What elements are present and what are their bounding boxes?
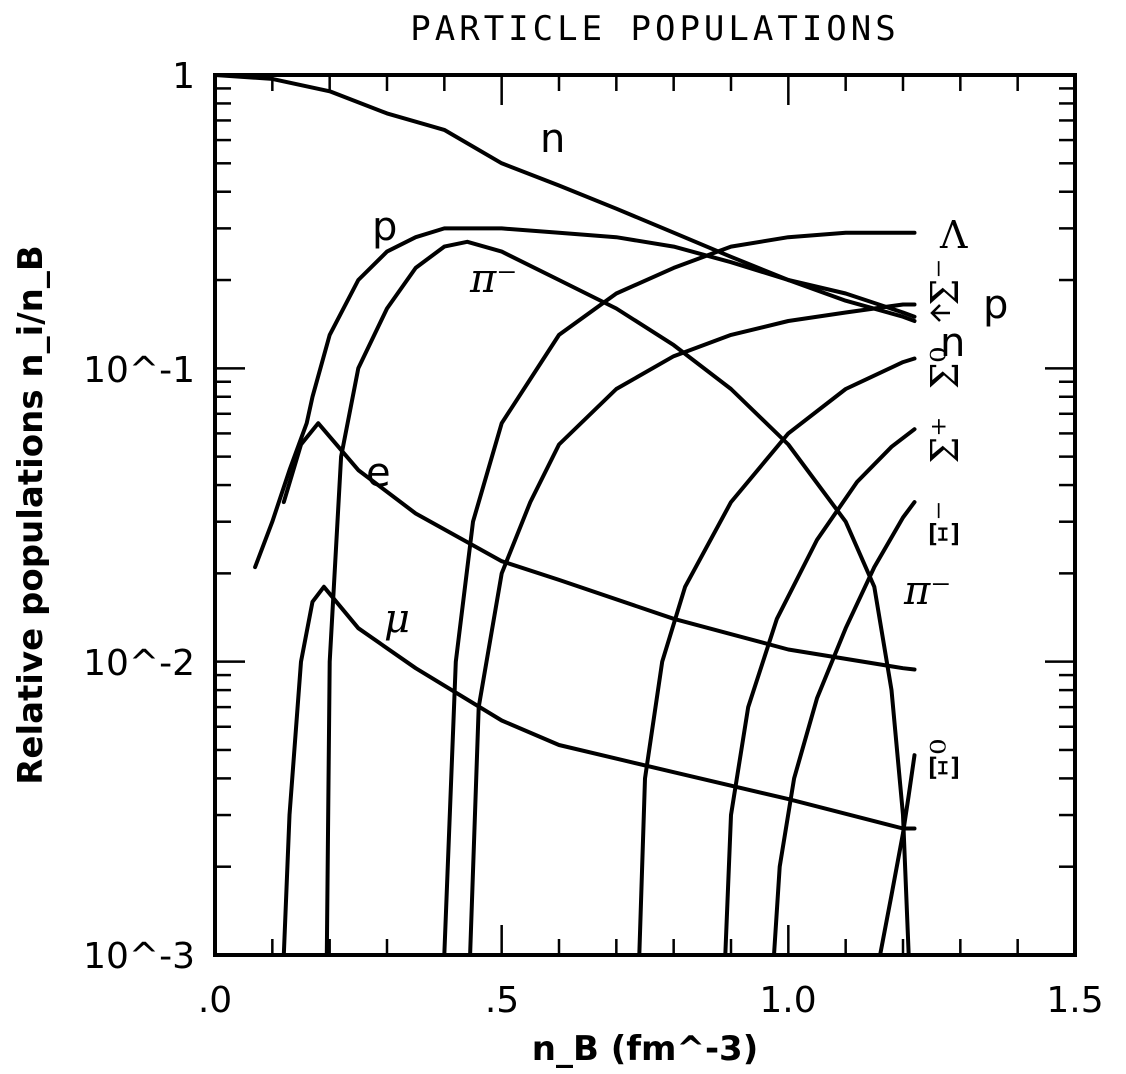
label-e: e xyxy=(366,450,391,496)
label-n-right: n xyxy=(940,320,965,366)
curve-n xyxy=(213,73,917,323)
label-sigma-zero: Σ⁰ xyxy=(923,347,967,389)
y-tick-label: 10^-1 xyxy=(83,350,195,391)
x-tick-label: 1.5 xyxy=(1046,980,1103,1021)
chart-title: PARTICLE POPULATIONS xyxy=(410,9,899,49)
label-lambda: Λ xyxy=(939,213,968,257)
label-pi-minus-top: π⁻ xyxy=(469,256,517,302)
curve-sigma- xyxy=(723,427,917,957)
label-p-left: p xyxy=(372,204,397,250)
y-tick-label: 1 xyxy=(172,56,195,97)
series-curves xyxy=(213,73,917,957)
label-mu: μ xyxy=(384,596,410,642)
label-pi-minus-right: π⁻ xyxy=(903,568,951,614)
curve-mu xyxy=(281,584,917,957)
label-sigma-plus: Σ⁺ xyxy=(923,417,967,464)
x-tick-labels: .0 .5 1.0 1.5 xyxy=(198,980,1104,1021)
curve-e xyxy=(281,421,917,672)
curve-sigma0 xyxy=(637,356,917,957)
curve-pi- xyxy=(324,239,911,957)
curve-xi- xyxy=(772,500,917,957)
plot-frame xyxy=(213,73,1077,957)
arrow-icon xyxy=(930,304,950,322)
label-xi-minus: Ξ⁻ xyxy=(923,501,967,548)
x-tick-label: .5 xyxy=(485,980,519,1021)
label-n-top: n xyxy=(540,116,565,162)
axis-ticks xyxy=(213,75,1077,957)
y-tick-labels: 10^-3 10^-2 10^-1 1 xyxy=(83,56,195,977)
label-p-right: p xyxy=(983,282,1008,328)
curve-xi0 xyxy=(878,753,917,957)
y-tick-label: 10^-3 xyxy=(83,936,195,977)
x-tick-label: 1.0 xyxy=(759,980,816,1021)
x-tick-label: .0 xyxy=(198,980,232,1021)
y-axis-label: Relative populations n_i/n_B xyxy=(11,245,51,785)
curve-labels: n p π⁻ e μ π⁻ Λ Σ⁻ p n Σ⁰ Σ⁺ Ξ⁻ Ξ⁰ xyxy=(366,116,1008,781)
x-axis-label: n_B (fm^-3) xyxy=(532,1029,759,1069)
curve-sigma- xyxy=(468,302,917,957)
label-sigma-minus: Σ⁻ xyxy=(923,259,967,306)
y-tick-label: 10^-2 xyxy=(83,643,195,684)
curve-p xyxy=(253,226,917,570)
label-xi-zero: Ξ⁰ xyxy=(923,739,967,781)
curve-lambda xyxy=(442,230,917,957)
